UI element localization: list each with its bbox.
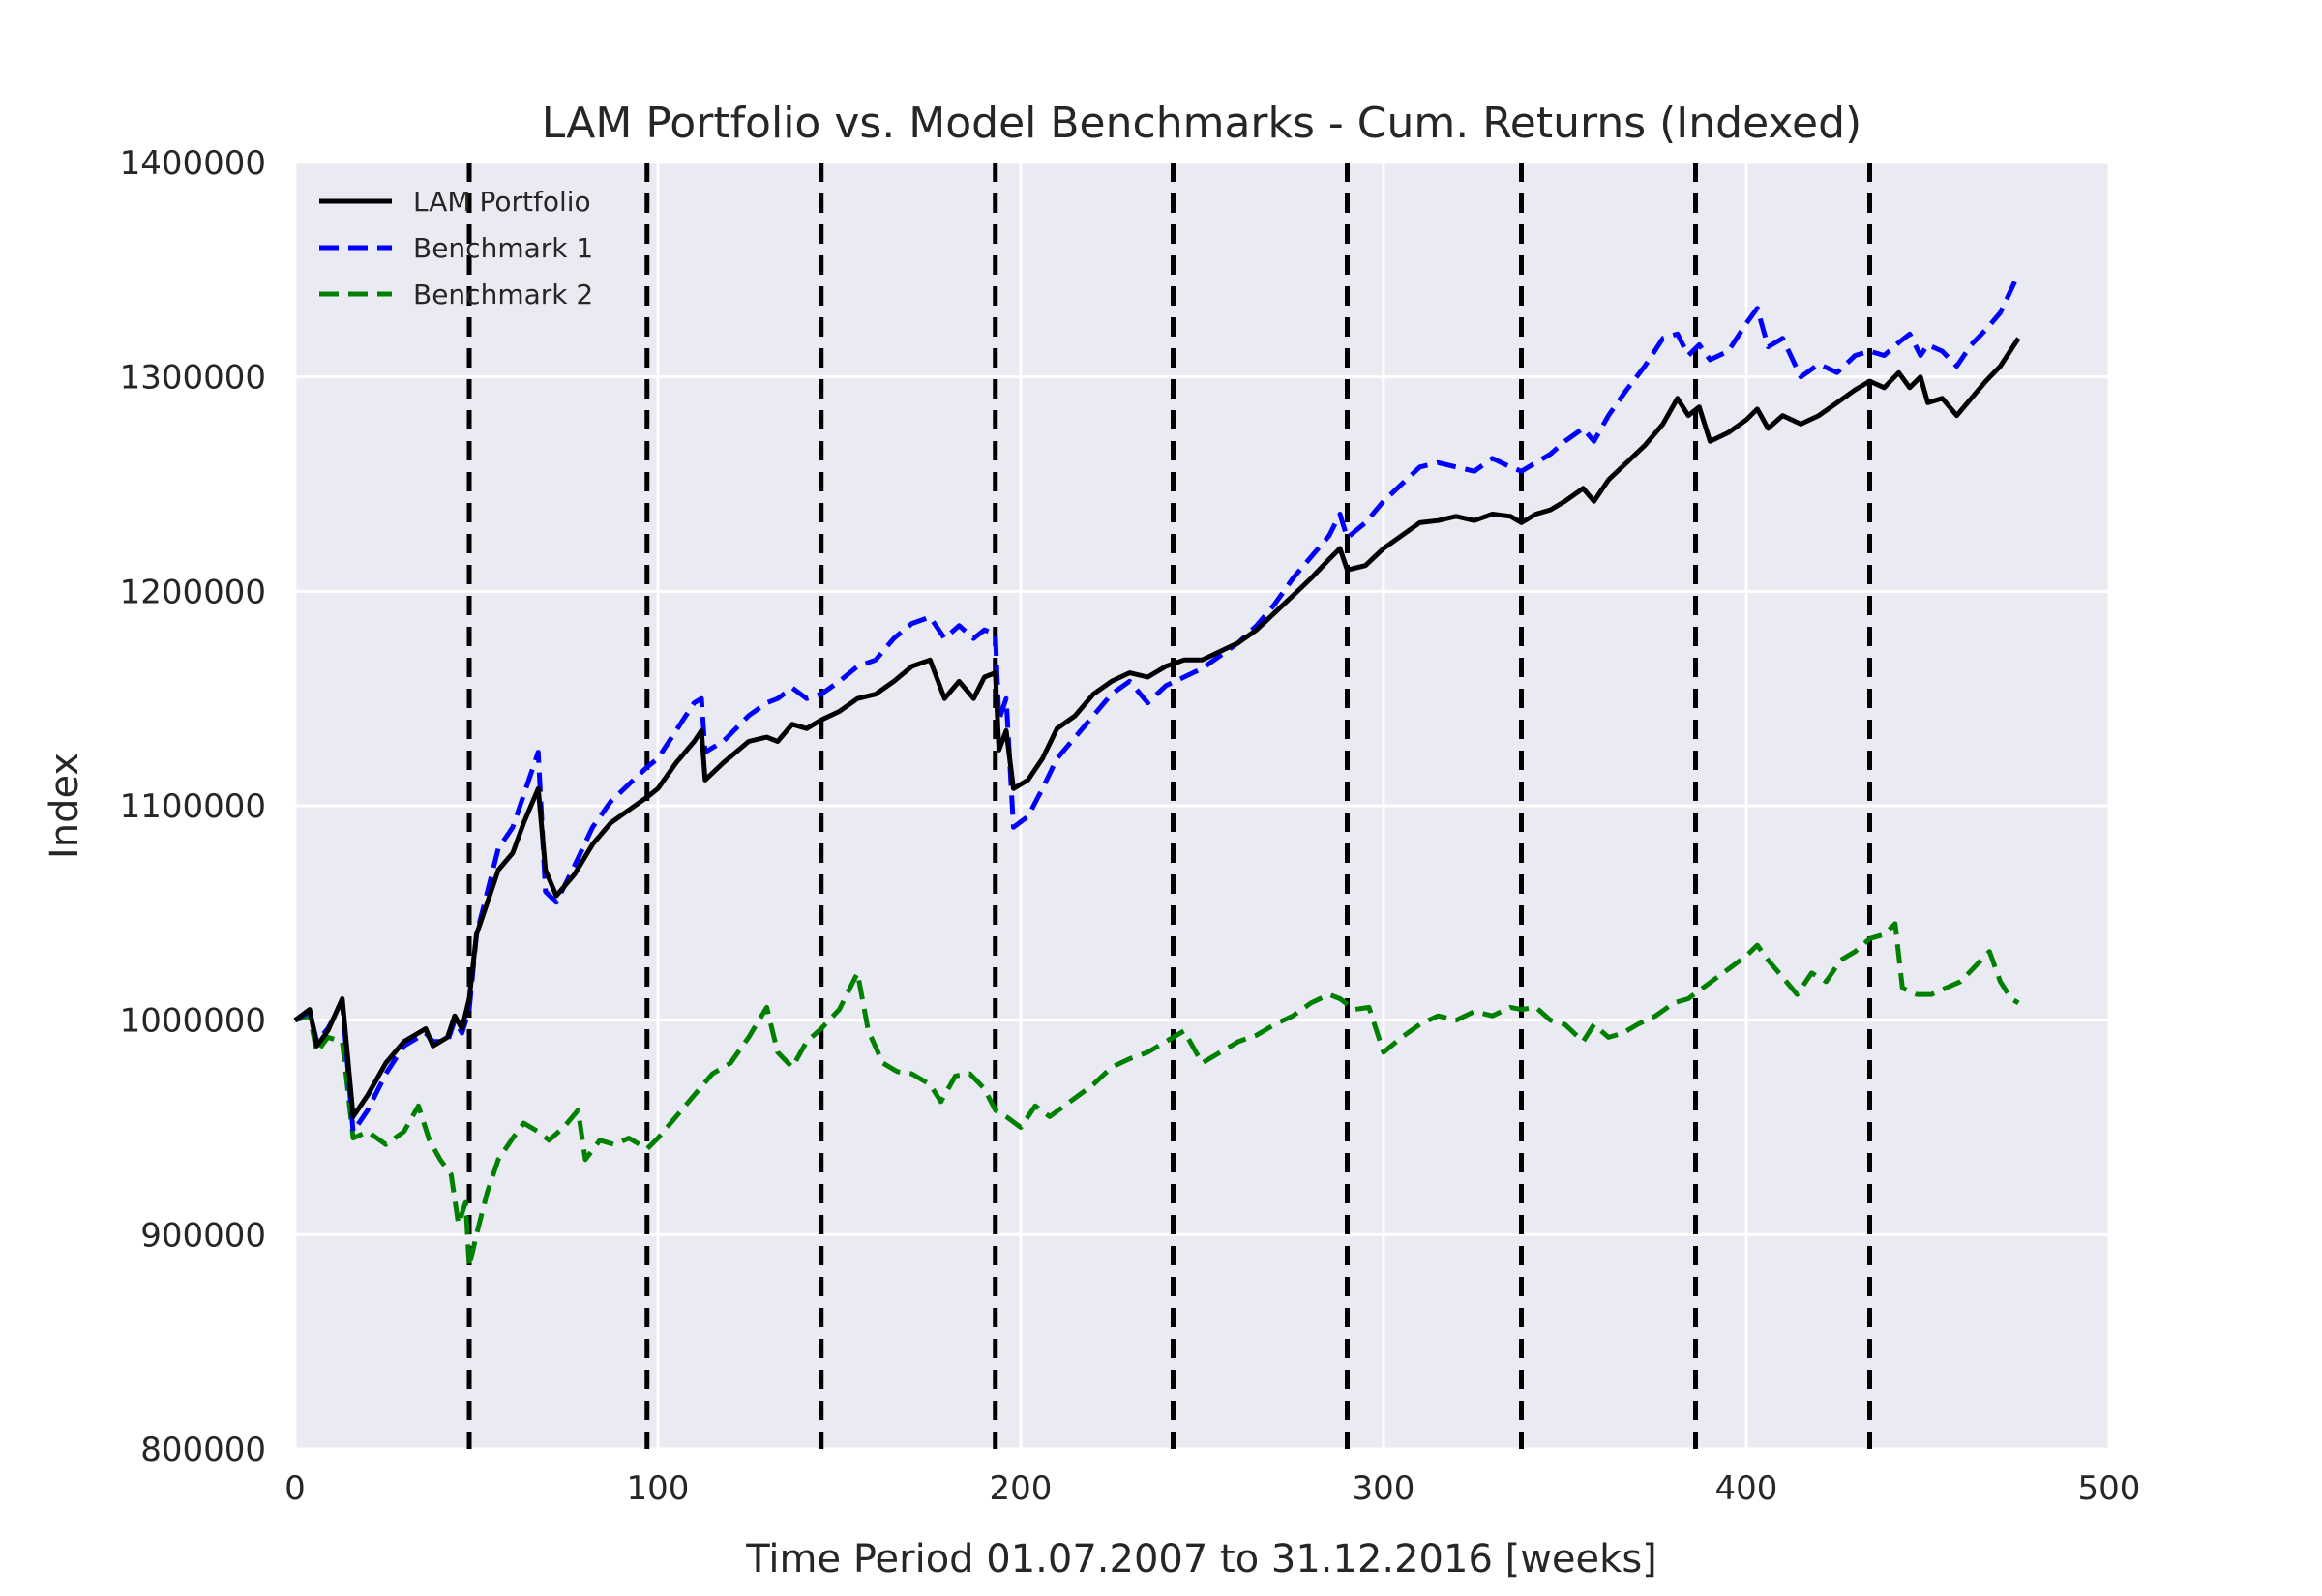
y-tick-label-1400000: 1400000 bbox=[120, 144, 266, 183]
x-tick-label-400: 400 bbox=[1715, 1469, 1778, 1508]
y-axis-label: Index bbox=[43, 753, 87, 859]
legend-label-benchmark-2: Benchmark 2 bbox=[413, 279, 593, 310]
legend-label-benchmark-1: Benchmark 1 bbox=[413, 232, 593, 264]
grid bbox=[293, 161, 2111, 1451]
chart-title: LAM Portfolio vs. Model Benchmarks - Cum… bbox=[542, 99, 1861, 148]
series-line-benchmark-2 bbox=[294, 921, 2020, 1270]
series-line-benchmark-1 bbox=[293, 273, 2021, 1135]
y-tick-label-900000: 900000 bbox=[140, 1216, 266, 1255]
y-tick-label-1000000: 1000000 bbox=[120, 1002, 266, 1041]
y-tick-labels: 800000 900000 1000000 1100000 1200000 1300000… bbox=[120, 144, 266, 1469]
x-tick-label-100: 100 bbox=[627, 1469, 690, 1508]
x-tick-label-200: 200 bbox=[990, 1469, 1053, 1508]
y-tick-label-1300000: 1300000 bbox=[120, 359, 266, 398]
y-tick-label-800000: 800000 bbox=[140, 1431, 266, 1469]
x-axis-label: Time Period 01.07.2007 to 31.12.2016 [we… bbox=[745, 1537, 1657, 1581]
y-tick-label-1100000: 1100000 bbox=[120, 787, 266, 826]
y-tick-label-1200000: 1200000 bbox=[120, 573, 266, 611]
legend: LAM Portfolio Benchmark 1 Benchmark 2 bbox=[319, 186, 593, 310]
x-tick-label-300: 300 bbox=[1353, 1469, 1415, 1508]
x-tick-label-500: 500 bbox=[2078, 1469, 2141, 1508]
x-tick-label-0: 0 bbox=[284, 1469, 306, 1508]
series-group bbox=[293, 273, 2021, 1270]
series-line-lam-portfolio bbox=[293, 337, 2021, 1119]
legend-label-lam-portfolio: LAM Portfolio bbox=[413, 186, 591, 218]
x-tick-labels: 0 100 200 300 400 500 bbox=[284, 1469, 2140, 1508]
